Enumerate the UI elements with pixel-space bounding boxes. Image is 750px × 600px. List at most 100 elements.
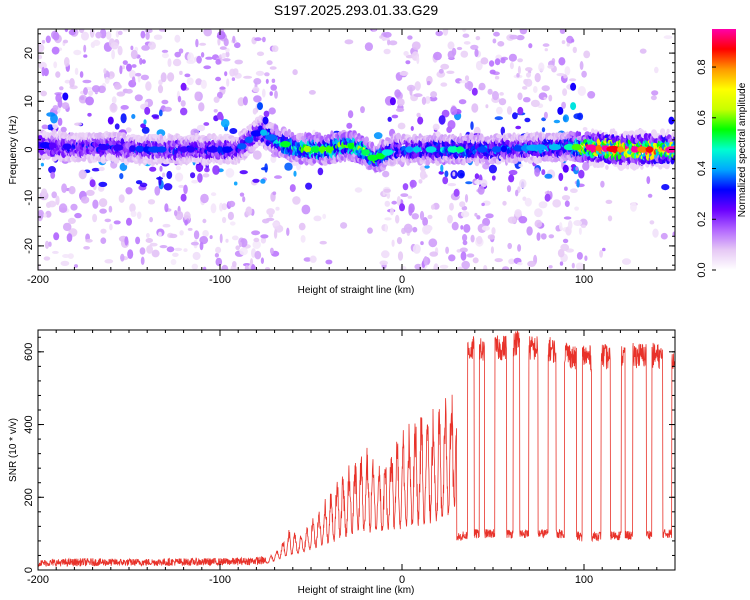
snr-x-label: Height of straight line (km) — [298, 585, 415, 596]
spectrogram-speckle — [534, 72, 541, 83]
spectrogram-speckle — [64, 29, 69, 33]
spectrogram-speckle — [470, 234, 475, 243]
spectrogram-speckle — [567, 220, 573, 230]
spectrogram-speckle — [494, 258, 503, 263]
spectrogram-speckle — [439, 264, 449, 269]
spectrogram-blob — [389, 97, 396, 106]
spectrogram-speckle — [174, 51, 181, 58]
spectrogram-speckle — [313, 215, 322, 222]
spectrogram-band-cell — [582, 127, 588, 131]
spectrogram-speckle — [145, 81, 152, 91]
spectrogram-speckle — [88, 90, 94, 96]
spectrogram-speckle — [273, 229, 278, 239]
spectrogram-speckle — [61, 102, 70, 110]
spectrogram-speckle — [149, 242, 158, 247]
spectrogram-speckle — [391, 114, 399, 119]
spectrogram-speckle — [225, 51, 230, 58]
spectrogram-speckle — [253, 237, 260, 243]
spectrogram-speckle — [559, 222, 563, 231]
spectrogram-speckle — [219, 86, 226, 90]
spectrogram-speckle — [419, 210, 425, 221]
spectrogram-speckle — [301, 204, 311, 215]
spectrogram-speckle — [146, 245, 154, 254]
spectrogram-speckle — [577, 86, 586, 96]
spectrogram-speckle — [186, 59, 196, 64]
spectrogram-band-cell — [626, 164, 630, 170]
spectrogram-speckle — [427, 214, 433, 220]
spectrogram-speckle — [465, 181, 473, 185]
spectrogram-speckle — [600, 180, 605, 188]
colorbar-ticks: 0.0 0.2 0.4 0.6 0.8 — [696, 59, 716, 278]
spectrogram-speckle — [384, 217, 392, 221]
spectrogram-speckle — [200, 52, 205, 58]
spectrogram-band-peak — [456, 146, 465, 153]
spectrogram-speckle — [140, 74, 149, 81]
spectrogram-speckle — [512, 112, 518, 120]
spectrogram-band-peak — [447, 146, 459, 153]
spectrogram-speckle — [167, 72, 175, 82]
spectrogram-band-cell — [658, 165, 663, 170]
y-tick-label: 200 — [23, 488, 35, 506]
spectrogram-speckle — [122, 29, 129, 32]
spectrogram-speckle — [475, 36, 481, 41]
spectrogram-speckle — [433, 263, 439, 270]
spectrogram-speckle — [221, 264, 229, 270]
spectrogram-speckle — [491, 175, 496, 181]
snr-y-ticks: 0 200 400 600 — [23, 336, 675, 573]
spectrogram-speckle — [579, 218, 588, 227]
spectrogram-speckle — [210, 192, 217, 197]
spectrogram-speckle — [55, 71, 61, 78]
spectrogram-speckle — [260, 234, 269, 239]
spectrogram-speckle — [174, 247, 183, 252]
spectrogram-band-peak — [645, 146, 654, 153]
spectrogram-speckle — [471, 103, 479, 113]
spectrogram-band-cell — [578, 131, 582, 137]
spectrogram-speckle — [319, 240, 327, 245]
spectrogram-speckle — [472, 257, 479, 264]
spectrogram-speckle — [196, 124, 206, 132]
spectrogram-speckle — [580, 224, 587, 229]
spectrogram-speckle — [514, 209, 522, 217]
spectrogram-speckle — [151, 114, 160, 118]
spectrogram-speckle — [131, 114, 136, 119]
spectrogram-speckle — [414, 81, 421, 91]
spectrogram-speckle — [55, 195, 60, 206]
spectrogram-speckle — [456, 46, 463, 51]
spectrogram-speckle — [360, 106, 365, 114]
spectrogram-speckle — [48, 166, 56, 174]
spectrogram-speckle — [254, 37, 262, 42]
spectrogram-speckle — [109, 223, 113, 231]
spectrogram-speckle — [215, 59, 221, 65]
spectrogram-speckle — [193, 230, 200, 240]
spectrogram-speckle — [215, 76, 222, 82]
spectrogram-band-peak — [563, 143, 576, 151]
spectrogram-speckle — [262, 36, 266, 43]
spectrogram-speckle — [461, 260, 471, 270]
spectrogram-speckle — [524, 78, 533, 87]
spectrogram-speckle — [215, 246, 222, 254]
spectrogram-speckle — [269, 66, 277, 70]
spectrogram-speckle — [213, 109, 218, 113]
spectrogram-speckle — [220, 118, 230, 128]
x-tick-label: 100 — [575, 574, 593, 586]
spectrogram-band-cell — [42, 130, 47, 136]
spectrogram-speckle — [262, 88, 266, 98]
spectrogram-speckle — [60, 126, 67, 133]
spectrogram-band-cell — [175, 157, 180, 161]
spectrogram-speckle — [496, 106, 503, 115]
spectrogram-speckle — [420, 241, 424, 246]
spectrogram-speckle — [506, 106, 513, 115]
spectrogram-speckle — [52, 250, 59, 254]
spectrogram-speckle — [83, 54, 88, 58]
spectrogram-speckle — [387, 116, 392, 122]
spectrogram-speckle — [561, 195, 571, 201]
spectrogram-speckle — [232, 35, 236, 44]
spectrogram-speckle — [226, 78, 230, 87]
spectrogram-speckle — [183, 248, 188, 253]
spectrogram-speckle — [416, 55, 420, 65]
y-tick-label: 0 — [23, 146, 35, 152]
spectrogram-speckle — [564, 186, 568, 191]
spectrogram-speckle — [447, 50, 455, 60]
spectrogram-speckle — [508, 169, 518, 176]
spectrogram-blob — [89, 179, 96, 188]
